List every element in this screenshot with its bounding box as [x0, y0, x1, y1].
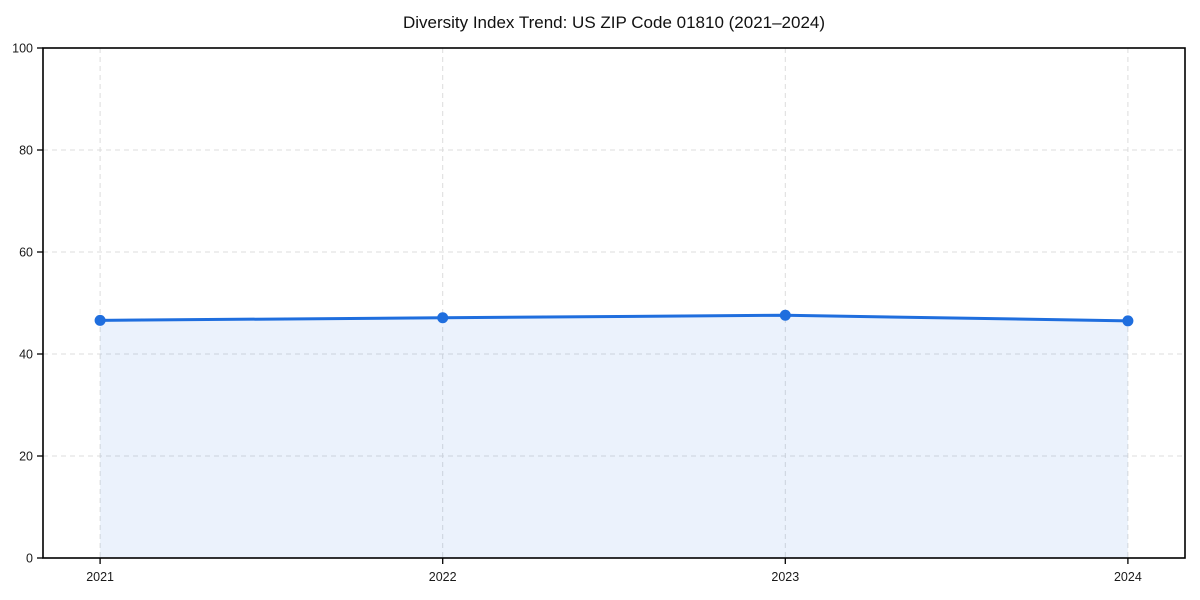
- y-tick-label: 0: [26, 552, 33, 566]
- x-tick-label: 2021: [86, 570, 114, 584]
- y-tick-label: 80: [19, 144, 33, 158]
- y-tick-label: 100: [12, 42, 33, 56]
- y-tick-label: 20: [19, 450, 33, 464]
- y-tick-label: 40: [19, 348, 33, 362]
- data-point-2021: [94, 314, 106, 326]
- x-tick-label: 2023: [771, 570, 799, 584]
- data-point-2022: [437, 312, 449, 324]
- x-tick-label: 2022: [429, 570, 457, 584]
- plot-box-spines: [42, 47, 1186, 559]
- y-tick-label: 60: [19, 246, 33, 260]
- data-point-2023: [779, 309, 791, 321]
- chart-title: Diversity Index Trend: US ZIP Code 01810…: [402, 13, 826, 32]
- data-point-2024: [1122, 315, 1134, 327]
- area-fill: [100, 315, 1128, 558]
- trend-line: [98, 313, 1130, 323]
- x-tick-label: 2024: [1114, 570, 1142, 584]
